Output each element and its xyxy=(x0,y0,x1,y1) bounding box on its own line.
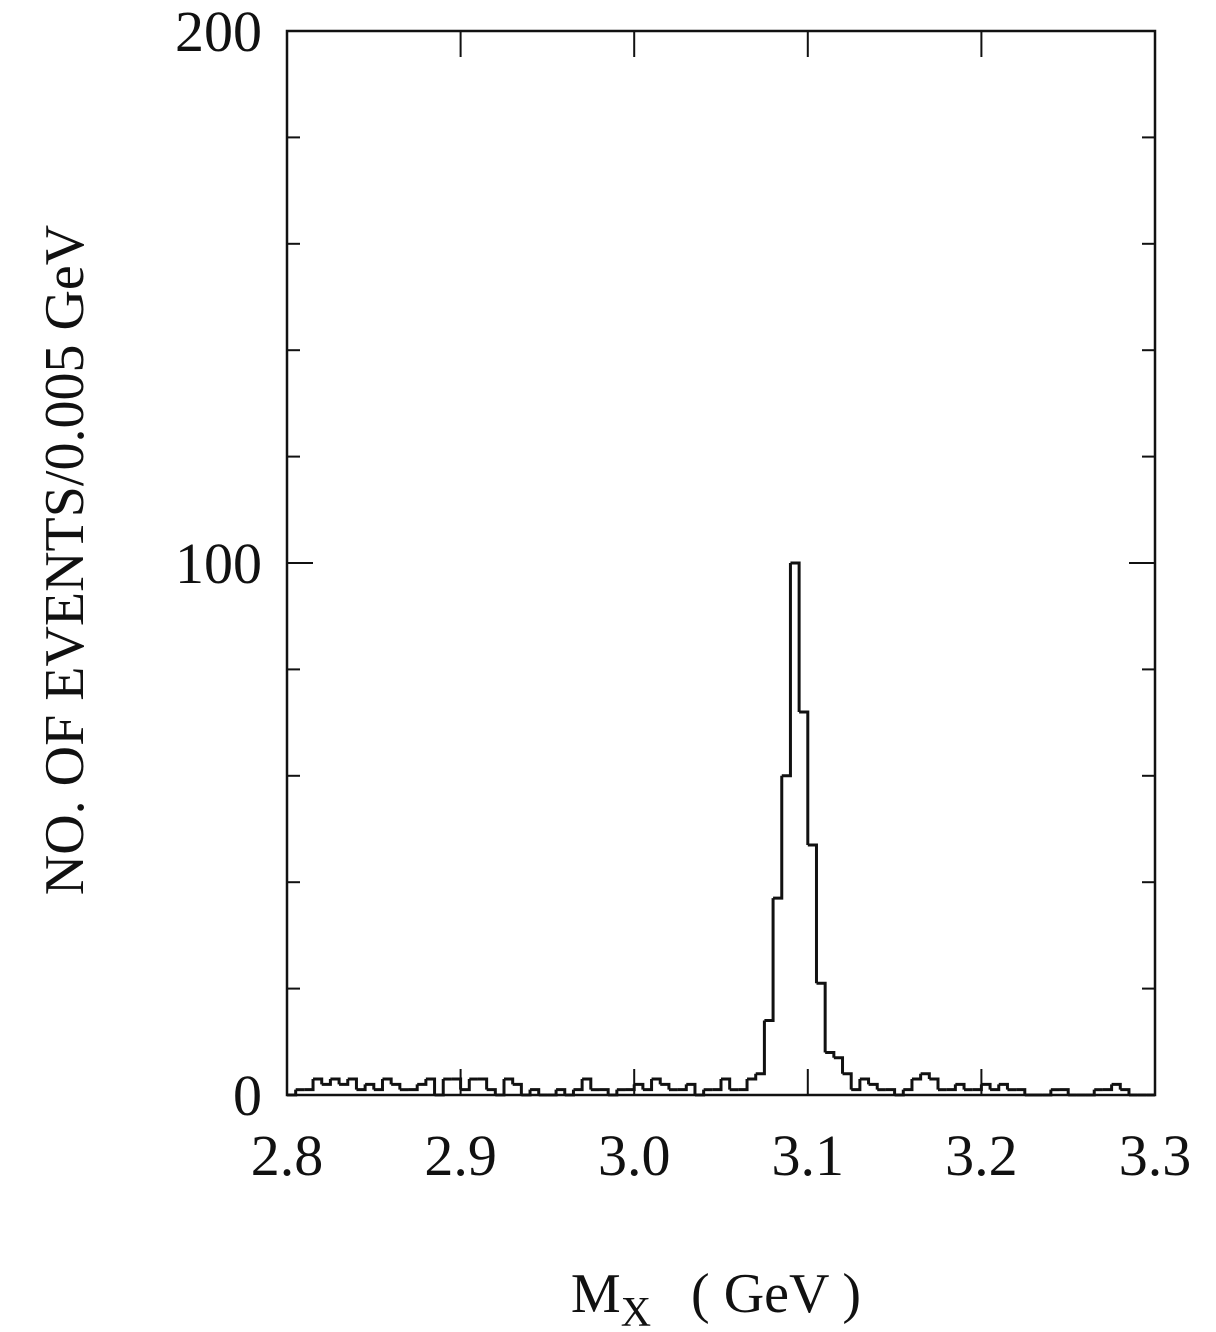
histogram-bin xyxy=(955,1082,966,1090)
histogram-bin xyxy=(321,1079,332,1086)
histogram-bin xyxy=(929,1077,940,1090)
histogram-bin xyxy=(573,1079,584,1092)
histogram-bin xyxy=(903,1079,914,1092)
histogram-bin xyxy=(842,1072,853,1090)
histogram-bin xyxy=(781,563,792,778)
histogram-bin xyxy=(530,1088,541,1095)
histogram-bin xyxy=(712,1079,723,1092)
histogram-bin xyxy=(417,1079,428,1086)
histogram-bin xyxy=(859,1077,871,1085)
histogram-bin xyxy=(738,1079,749,1092)
histogram-bin xyxy=(391,1082,402,1090)
x-axis-subscript: X xyxy=(621,1290,651,1332)
plot-frame xyxy=(285,29,1157,1097)
histogram-bin xyxy=(1016,1088,1027,1095)
histogram-bin xyxy=(990,1084,1001,1092)
x-axis-symbol: M xyxy=(571,1263,621,1325)
histogram-bin xyxy=(356,1084,367,1092)
histogram-bin xyxy=(486,1088,497,1095)
histogram-bin xyxy=(799,710,810,845)
histogram-bin xyxy=(1085,1089,1096,1097)
histogram-bin xyxy=(651,1077,662,1085)
histogram-bin xyxy=(894,1089,905,1097)
histogram-bin xyxy=(304,1079,315,1092)
histogram-bin xyxy=(521,1089,532,1097)
histogram-bin xyxy=(460,1079,471,1092)
histogram-bin xyxy=(920,1072,931,1080)
histogram-bin xyxy=(547,1089,558,1097)
histogram-bin xyxy=(885,1088,897,1095)
histogram-bin xyxy=(755,1020,766,1076)
histogram-bin xyxy=(686,1082,697,1095)
histogram-bin xyxy=(425,1077,437,1095)
histogram-bin xyxy=(642,1079,654,1092)
histogram-bin xyxy=(512,1082,523,1095)
histogram-bin xyxy=(721,1077,732,1090)
histogram-bin xyxy=(807,843,818,984)
histogram-bin xyxy=(747,1073,758,1081)
x-tick-label: 2.9 xyxy=(424,1123,497,1188)
histogram-bin xyxy=(981,1082,992,1090)
histogram-bin xyxy=(1059,1088,1070,1095)
histogram-bin xyxy=(911,1073,923,1081)
x-axis-title: MX ( GeV ) xyxy=(571,1263,861,1332)
histogram-bin xyxy=(313,1077,324,1085)
histogram-bin xyxy=(382,1077,393,1085)
histogram-bin xyxy=(825,1050,836,1058)
x-axis-unit: ( GeV ) xyxy=(691,1263,861,1325)
y-tick-label: 100 xyxy=(175,531,262,596)
histogram-bin xyxy=(608,1089,619,1097)
histogram-bin xyxy=(1102,1084,1114,1092)
x-tick-label: 3.1 xyxy=(772,1123,845,1188)
x-tick-label: 3.3 xyxy=(1119,1123,1192,1188)
histogram-bin xyxy=(495,1079,506,1097)
histogram-bin xyxy=(1042,1089,1053,1097)
histogram-bin xyxy=(868,1082,879,1090)
histogram-bin xyxy=(625,1084,636,1092)
histogram-bin xyxy=(365,1082,376,1090)
x-tick-label: 3.0 xyxy=(598,1123,671,1188)
x-tick-label: 3.2 xyxy=(945,1123,1018,1188)
histogram-bin xyxy=(764,898,775,1023)
histogram-bin xyxy=(1120,1088,1131,1095)
histogram-bin xyxy=(582,1077,593,1090)
histogram-bin xyxy=(451,1077,463,1090)
histogram-bin xyxy=(833,1056,845,1074)
histogram-bin xyxy=(998,1082,1009,1090)
histogram-bin xyxy=(556,1088,567,1095)
histogram-bin xyxy=(660,1082,671,1090)
histogram-bin xyxy=(634,1082,645,1090)
y-axis-title: NO. OF EVENTS/0.005 GeV xyxy=(34,225,96,895)
histogram-bin xyxy=(477,1077,489,1090)
histogram-bin xyxy=(504,1077,515,1085)
histogram-bin xyxy=(347,1077,358,1090)
histogram-bin xyxy=(1111,1082,1122,1090)
histogram-bin xyxy=(599,1088,610,1095)
x-tick-label: 2.8 xyxy=(251,1123,324,1188)
histogram-bin xyxy=(790,561,801,712)
histogram-bin xyxy=(408,1084,419,1092)
histogram-bin xyxy=(434,1079,445,1097)
histogram-bin xyxy=(851,1079,862,1092)
y-tick-label: 200 xyxy=(175,0,262,64)
histogram-bin xyxy=(773,775,784,900)
histogram-bin xyxy=(946,1084,957,1092)
histogram-bin xyxy=(564,1089,575,1097)
histogram-bin xyxy=(373,1079,384,1092)
y-tick-label: 0 xyxy=(233,1063,262,1128)
histogram-bin xyxy=(339,1079,350,1086)
histogram-bin xyxy=(816,981,827,1053)
histogram-bin xyxy=(287,1089,298,1097)
histogram-bin xyxy=(677,1084,688,1092)
histogram-bin xyxy=(972,1084,983,1092)
histogram-bin xyxy=(694,1089,706,1097)
histogram-bin xyxy=(330,1077,341,1085)
